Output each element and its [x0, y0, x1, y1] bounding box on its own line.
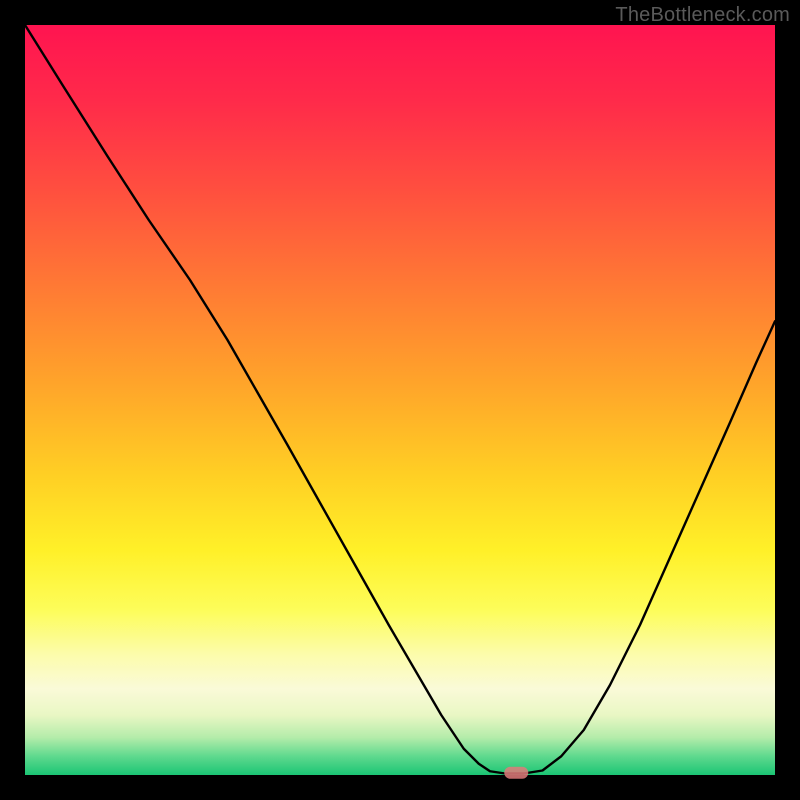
chart-frame: TheBottleneck.com: [0, 0, 800, 800]
bottleneck-curve: [25, 25, 775, 775]
optimum-marker: [504, 767, 528, 779]
curve-path: [25, 25, 775, 774]
plot-area: [25, 25, 775, 775]
watermark-text: TheBottleneck.com: [615, 4, 790, 27]
